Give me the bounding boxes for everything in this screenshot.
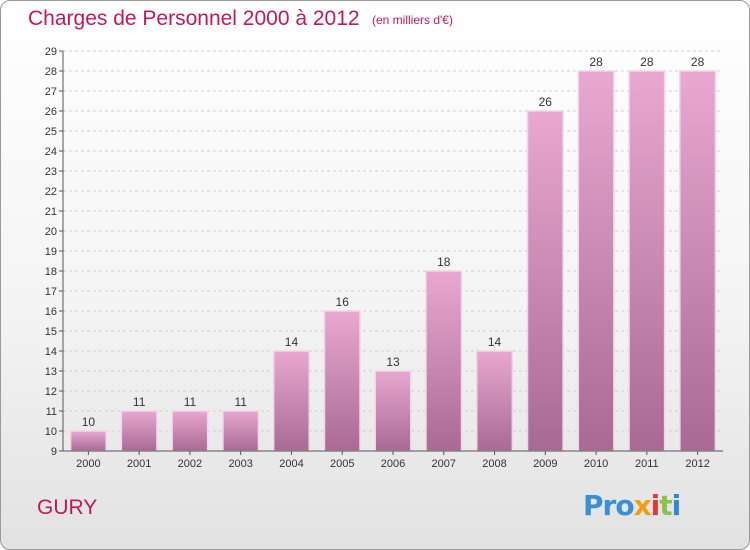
bar <box>120 410 158 452</box>
bar <box>679 70 717 452</box>
x-tick-label: 2005 <box>330 458 354 470</box>
bar <box>69 430 107 452</box>
y-tick-label: 22 <box>45 186 57 198</box>
data-label: 11 <box>133 395 146 409</box>
bar <box>476 350 514 452</box>
logo-part: i <box>671 489 682 522</box>
data-label: 14 <box>488 335 502 349</box>
data-label: 28 <box>691 55 705 69</box>
y-tick-label: 14 <box>45 346 57 358</box>
bar <box>374 370 412 452</box>
logo-part: i <box>650 489 661 522</box>
x-tick-label: 2001 <box>127 458 151 470</box>
x-tick-label: 2002 <box>178 458 202 470</box>
x-tick-label: 2006 <box>381 458 405 470</box>
commune-name: GURY <box>37 496 98 519</box>
logo-part: t <box>659 489 672 522</box>
logo-part: x <box>633 489 652 522</box>
bar <box>272 350 310 452</box>
data-label: 14 <box>285 335 299 349</box>
y-tick-label: 29 <box>45 46 57 58</box>
x-tick-label: 2010 <box>584 458 608 470</box>
x-tick-label: 2003 <box>228 458 252 470</box>
data-label: 16 <box>336 295 350 309</box>
y-tick-label: 12 <box>45 386 57 398</box>
proxiti-logo[interactable]: Proxiti <box>583 489 682 522</box>
bar <box>222 410 260 452</box>
data-label: 18 <box>437 255 451 269</box>
data-label: 28 <box>589 55 603 69</box>
bar <box>577 70 615 452</box>
y-axis: 9 10 11 12 13 14 15 16 17 18 19 20 21 22 23 24 25 26 27 28 2… <box>45 46 64 458</box>
y-tick-label: 27 <box>45 86 57 98</box>
y-tick-label: 13 <box>45 366 57 378</box>
y-tick-label: 21 <box>45 206 57 218</box>
x-tick-label: 2008 <box>482 458 506 470</box>
data-label: 10 <box>82 415 96 429</box>
y-tick-label: 10 <box>45 426 57 438</box>
bar <box>628 70 666 452</box>
chart-title: Charges de Personnel 2000 à 2012 <box>28 7 360 30</box>
data-label: 11 <box>184 395 197 409</box>
y-tick-label: 20 <box>45 226 57 238</box>
y-tick-label: 18 <box>45 266 57 278</box>
logo-part: Pro <box>583 489 635 522</box>
y-tick-label: 28 <box>45 66 57 78</box>
data-label: 11 <box>234 395 247 409</box>
x-tick-label: 2004 <box>279 458 303 470</box>
chart-subtitle: (en milliers d'€) <box>372 13 453 27</box>
y-tick-label: 19 <box>45 246 57 258</box>
x-tick-label: 2000 <box>76 458 100 470</box>
x-tick-label: 2011 <box>635 458 659 470</box>
x-tick-label: 2007 <box>432 458 456 470</box>
y-tick-label: 16 <box>45 306 57 318</box>
y-tick-label: 11 <box>46 406 57 418</box>
x-tick-label: 2012 <box>685 458 709 470</box>
y-tick-label: 24 <box>45 146 57 158</box>
data-label: 28 <box>640 55 654 69</box>
bar <box>526 110 564 452</box>
bar <box>425 270 463 452</box>
y-tick-label: 23 <box>45 166 57 178</box>
bar <box>323 310 361 452</box>
y-tick-label: 15 <box>45 326 57 338</box>
data-label: 26 <box>539 95 553 109</box>
bar <box>171 410 209 452</box>
x-tick-label: 2009 <box>533 458 557 470</box>
data-label: 13 <box>386 355 400 369</box>
y-tick-label: 17 <box>45 286 57 298</box>
y-tick-label: 25 <box>45 126 57 138</box>
y-tick-label: 26 <box>45 106 57 118</box>
x-axis: 2000 2001 2002 2003 2004 2005 2006 2007 2008 2009… <box>63 450 723 470</box>
bars: 10 11 11 11 14 16 13 18 14 26 28 28 28 <box>69 55 717 452</box>
y-tick-label: 9 <box>51 446 57 458</box>
